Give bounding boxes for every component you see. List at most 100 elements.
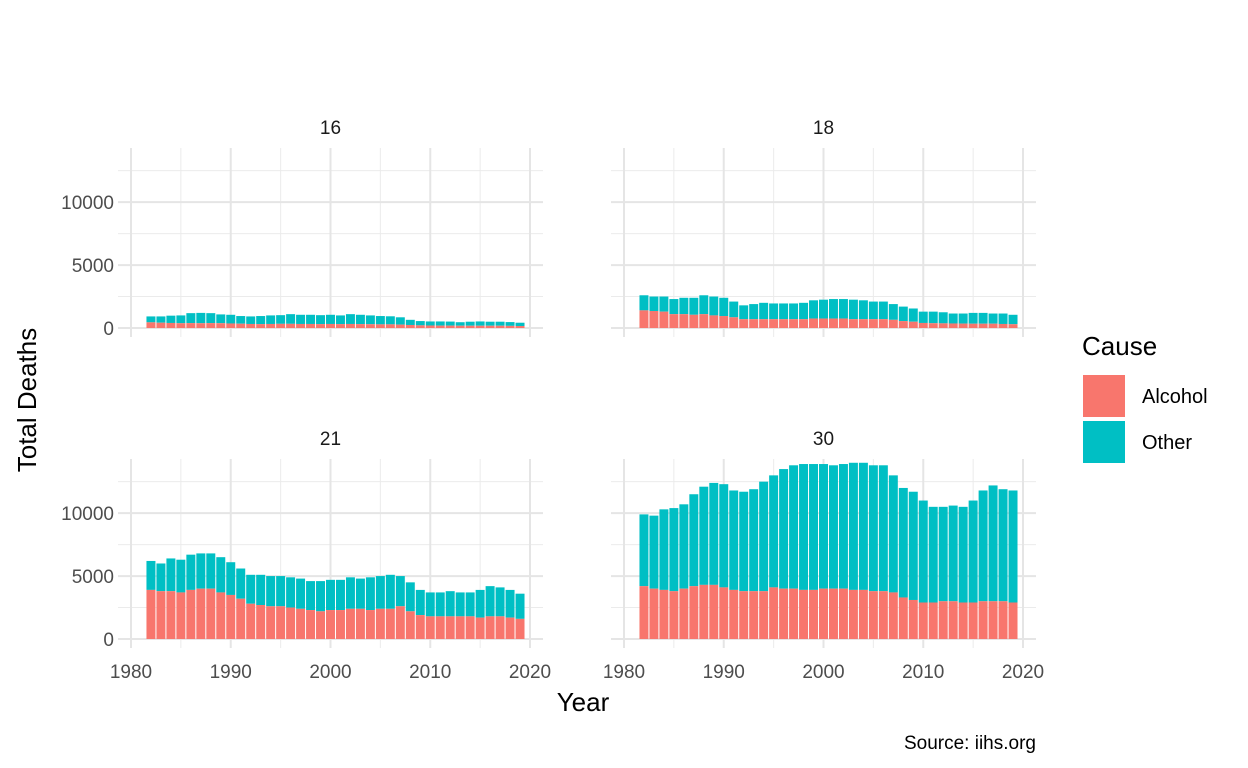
bar-other-30-2016 bbox=[978, 490, 988, 602]
bar-alcohol-30-2008 bbox=[898, 597, 908, 639]
bar-other-18-1996 bbox=[779, 303, 789, 320]
bar-other-16-2004 bbox=[365, 315, 375, 325]
bar-other-18-1997 bbox=[789, 303, 799, 320]
bar-other-30-1984 bbox=[659, 509, 669, 590]
bar-other-30-2003 bbox=[848, 462, 858, 590]
bar-other-30-1996 bbox=[779, 469, 789, 589]
bar-alcohol-21-1997 bbox=[296, 608, 306, 639]
bar-alcohol-16-1994 bbox=[266, 323, 276, 328]
bar-alcohol-16-1990 bbox=[226, 323, 236, 328]
bar-other-21-2001 bbox=[335, 579, 345, 611]
bar-alcohol-21-1986 bbox=[186, 589, 196, 639]
bar-alcohol-18-2000 bbox=[819, 318, 828, 328]
bar-alcohol-21-1998 bbox=[306, 610, 316, 639]
bar-alcohol-30-1984 bbox=[659, 589, 669, 639]
bar-alcohol-16-1999 bbox=[316, 324, 326, 328]
bar-other-16-2011 bbox=[435, 321, 445, 326]
bar-other-18-2011 bbox=[928, 311, 938, 324]
bar-alcohol-30-2019 bbox=[1008, 602, 1018, 639]
bar-other-16-2013 bbox=[455, 322, 465, 326]
x-tick-label: 2000 bbox=[309, 662, 351, 683]
bar-other-16-1986 bbox=[186, 313, 196, 324]
bar-other-30-1990 bbox=[719, 484, 729, 588]
bar-alcohol-18-1996 bbox=[779, 319, 789, 328]
bar-other-16-2015 bbox=[475, 321, 485, 326]
bar-other-21-1991 bbox=[236, 568, 246, 599]
bar-other-16-1997 bbox=[296, 314, 306, 324]
bar-other-16-2007 bbox=[395, 317, 405, 325]
bar-other-16-1982 bbox=[146, 316, 156, 323]
bar-other-18-2017 bbox=[988, 313, 998, 324]
x-tick-label: 2000 bbox=[802, 662, 844, 683]
bar-other-16-2001 bbox=[335, 315, 345, 325]
bar-other-21-2016 bbox=[485, 586, 495, 617]
bar-other-16-2000 bbox=[326, 314, 335, 324]
bar-other-16-1989 bbox=[216, 314, 226, 324]
bar-other-18-1999 bbox=[809, 300, 819, 319]
bar-other-30-2002 bbox=[838, 464, 848, 589]
bar-alcohol-30-2002 bbox=[838, 588, 848, 639]
bar-alcohol-18-1995 bbox=[769, 319, 779, 328]
bar-other-16-2002 bbox=[345, 314, 355, 324]
bar-other-21-2002 bbox=[345, 577, 355, 609]
bar-other-30-2012 bbox=[938, 506, 948, 602]
bar-alcohol-21-2017 bbox=[495, 616, 505, 639]
bar-other-21-1989 bbox=[216, 557, 226, 593]
bar-other-21-2006 bbox=[385, 574, 395, 609]
bar-alcohol-30-2012 bbox=[938, 601, 948, 639]
x-tick-label: 1990 bbox=[210, 662, 252, 683]
bar-alcohol-16-2006 bbox=[385, 324, 395, 328]
bar-alcohol-30-1995 bbox=[769, 587, 779, 639]
panel-title-30: 30 bbox=[813, 429, 834, 450]
bar-alcohol-21-1991 bbox=[236, 598, 246, 639]
bar-other-21-2005 bbox=[375, 576, 385, 609]
bar-alcohol-21-2010 bbox=[425, 616, 435, 639]
legend-swatch-other bbox=[1083, 421, 1125, 463]
bar-other-21-1994 bbox=[266, 576, 276, 607]
bar-other-18-2007 bbox=[888, 304, 898, 320]
bar-alcohol-16-2015 bbox=[475, 325, 485, 328]
bar-other-30-1999 bbox=[809, 464, 819, 590]
bar-alcohol-21-2004 bbox=[365, 610, 375, 639]
bar-other-18-2012 bbox=[938, 312, 948, 324]
bar-alcohol-18-1994 bbox=[759, 319, 769, 328]
x-tick-label: 1980 bbox=[110, 662, 152, 683]
bar-alcohol-21-2019 bbox=[515, 618, 525, 639]
bar-other-30-1989 bbox=[709, 482, 719, 585]
bar-alcohol-30-2001 bbox=[828, 588, 838, 639]
bar-alcohol-18-1984 bbox=[659, 311, 669, 328]
bar-alcohol-21-2011 bbox=[435, 616, 445, 639]
bar-other-16-2016 bbox=[485, 321, 495, 326]
bar-alcohol-30-2011 bbox=[928, 602, 938, 639]
bar-alcohol-16-2013 bbox=[455, 325, 465, 328]
bar-alcohol-18-2003 bbox=[848, 319, 858, 328]
y-tick-label: 0 bbox=[103, 630, 114, 651]
bar-other-21-2010 bbox=[425, 592, 435, 617]
bar-alcohol-16-2003 bbox=[355, 324, 365, 328]
bar-other-18-1998 bbox=[799, 302, 809, 320]
bar-other-18-1991 bbox=[729, 301, 739, 318]
bar-alcohol-16-1996 bbox=[286, 323, 296, 328]
bar-alcohol-18-2001 bbox=[828, 318, 838, 328]
bar-other-21-2008 bbox=[405, 582, 415, 612]
bar-alcohol-21-1996 bbox=[286, 607, 296, 639]
bar-alcohol-21-2012 bbox=[445, 616, 455, 639]
bar-other-18-2018 bbox=[998, 313, 1008, 324]
bar-alcohol-30-1986 bbox=[679, 588, 689, 639]
bar-alcohol-16-1988 bbox=[206, 323, 216, 328]
bar-other-21-1990 bbox=[226, 562, 236, 595]
panel-title-18: 18 bbox=[813, 118, 834, 139]
bar-other-21-1982 bbox=[146, 560, 156, 590]
x-tick-label: 2020 bbox=[1002, 662, 1044, 683]
bar-alcohol-30-2000 bbox=[819, 588, 828, 639]
x-axis-title: Year bbox=[557, 687, 610, 717]
bar-other-18-2015 bbox=[968, 312, 978, 324]
bar-alcohol-30-1982 bbox=[639, 586, 649, 639]
y-tick-label: 10000 bbox=[61, 504, 114, 525]
bar-alcohol-21-2009 bbox=[415, 615, 425, 639]
bar-alcohol-16-1989 bbox=[216, 323, 226, 328]
bar-alcohol-21-2001 bbox=[335, 610, 345, 639]
bar-alcohol-18-1997 bbox=[789, 319, 799, 328]
bar-alcohol-16-2016 bbox=[485, 325, 495, 328]
